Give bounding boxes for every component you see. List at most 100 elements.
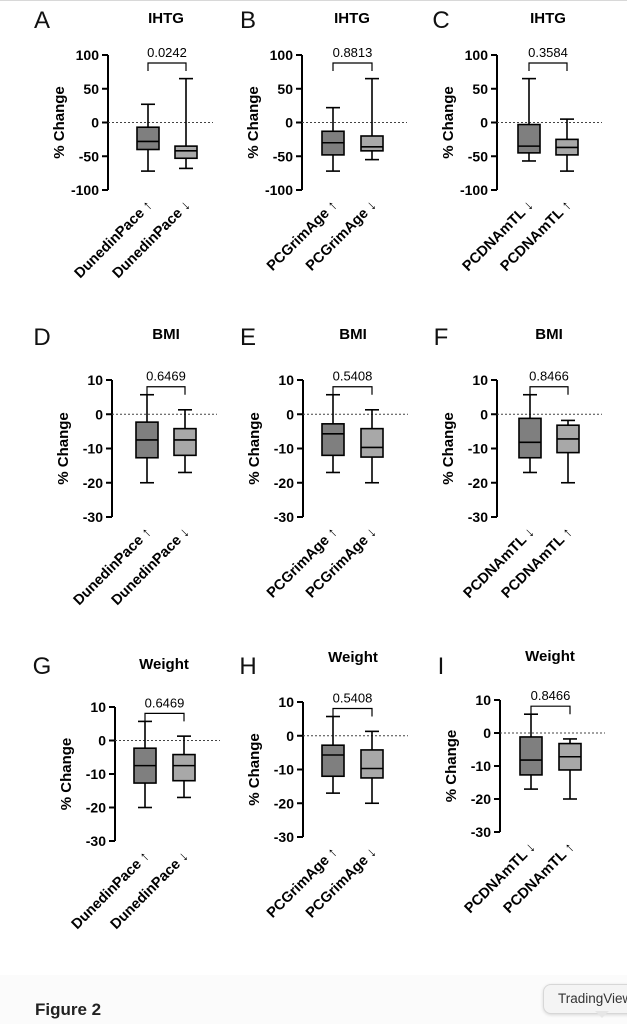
y-tick-label: -100: [265, 182, 293, 198]
x-category-label: PCDNAmTL ↑: [501, 840, 578, 917]
tradingview-badge[interactable]: TradingView: [543, 984, 627, 1014]
significance-bracket: [332, 707, 373, 717]
box-1: [321, 106, 345, 172]
y-tick-label: -30: [274, 509, 294, 525]
y-axis-label: % Change: [51, 86, 68, 159]
tradingview-label: TradingView: [558, 991, 627, 1006]
chart-title: Weight: [525, 648, 575, 665]
chart-panel-i: I Weight 10 0 -10 -20 -30 % Change 0.8466 PCDNAmT…: [438, 648, 605, 917]
x-category-label: PCGrimAge ↓: [303, 525, 380, 602]
y-tick-label: 100: [270, 47, 294, 63]
p-value-label: 0.5408: [333, 691, 373, 706]
panel-letter: C: [432, 7, 449, 34]
chart-panel-h: H Weight 10 0 -10 -20 -30 % Change 0.5408 PCGrimA…: [239, 649, 408, 921]
y-tick-label: -30: [83, 509, 103, 525]
box-2: [360, 408, 384, 484]
y-axis-label: % Change: [55, 412, 72, 485]
panel-letter: E: [240, 324, 256, 351]
chart-title: IHTG: [530, 10, 566, 27]
y-tick-label: -50: [468, 148, 488, 164]
y-tick-label: -20: [471, 791, 491, 807]
p-value-label: 0.6469: [145, 695, 185, 710]
p-value-label: 0.3584: [528, 45, 568, 60]
panel-letter: D: [33, 324, 50, 351]
y-tick-label: 10: [278, 372, 294, 388]
significance-bracket: [144, 712, 185, 722]
y-tick-label: 0: [286, 728, 294, 744]
y-tick-label: 10: [472, 372, 488, 388]
y-tick-label: 0: [98, 733, 106, 749]
iqr-box: [174, 145, 198, 160]
y-tick-label: -20: [274, 795, 294, 811]
box-2: [556, 419, 580, 484]
chart-panel-e: E BMI 10 0 -10 -20 -30 % Change 0.5408 PCGrimAge …: [240, 324, 408, 601]
panel-letter: H: [239, 653, 256, 680]
panel-letter: A: [34, 7, 50, 34]
y-tick-label: 10: [87, 372, 103, 388]
significance-bracket: [530, 705, 571, 715]
iqr-box: [321, 744, 345, 778]
x-category-label: PCGrimAge ↓: [303, 198, 380, 275]
significance-bracket: [332, 386, 373, 395]
y-tick-label: -30: [471, 824, 491, 840]
box-2: [172, 735, 196, 799]
y-tick-label: 100: [76, 47, 100, 63]
box-1: [136, 103, 160, 172]
box-1: [321, 715, 345, 794]
y-tick-label: 100: [465, 47, 489, 63]
y-tick-label: -10: [86, 766, 106, 782]
box-2: [558, 738, 582, 800]
chart-panel-b: B IHTG 100 50 0 -50 -100 % Change 0.8813 PCGrimAg…: [240, 7, 407, 274]
y-tick-label: 0: [95, 406, 103, 422]
box-1: [135, 393, 159, 484]
y-tick-label: -20: [86, 800, 106, 816]
y-tick-label: 0: [483, 725, 491, 741]
p-value-label: 0.8466: [531, 688, 571, 703]
iqr-box: [321, 423, 345, 457]
box-1: [321, 393, 345, 474]
y-tick-label: -10: [468, 441, 488, 457]
iqr-box: [360, 749, 384, 779]
y-tick-label: -50: [273, 148, 293, 164]
chart-title: Weight: [139, 656, 189, 673]
y-tick-label: 0: [285, 115, 293, 131]
y-axis-label: % Change: [58, 738, 75, 811]
y-tick-label: -20: [274, 475, 294, 491]
iqr-box: [517, 123, 541, 154]
y-tick-label: 0: [480, 115, 488, 131]
y-tick-label: -10: [471, 758, 491, 774]
y-tick-label: -50: [79, 148, 99, 164]
significance-bracket: [528, 62, 568, 71]
x-category-label: PCGrimAge ↓: [303, 845, 380, 922]
p-value-label: 0.6469: [146, 369, 186, 384]
chart-title: BMI: [339, 326, 367, 343]
y-axis-label: % Change: [443, 730, 460, 803]
p-value-label: 0.8466: [529, 369, 569, 384]
significance-bracket: [147, 62, 187, 71]
figure-area: [0, 0, 627, 975]
panel-letter: I: [438, 653, 445, 680]
y-tick-label: -100: [460, 182, 488, 198]
y-tick-label: 50: [472, 81, 488, 97]
y-tick-label: 0: [286, 406, 294, 422]
box-2: [173, 408, 197, 474]
y-tick-label: -10: [274, 441, 294, 457]
top-divider: [0, 0, 627, 1]
y-tick-label: 0: [91, 115, 99, 131]
y-tick-label: -30: [274, 829, 294, 845]
box-2: [555, 118, 579, 172]
iqr-box: [173, 427, 197, 457]
chart-title: IHTG: [148, 10, 184, 27]
box-2: [360, 730, 384, 805]
y-tick-label: -10: [83, 441, 103, 457]
y-axis-label: % Change: [440, 412, 457, 485]
box-1: [518, 393, 542, 474]
iqr-box: [518, 417, 542, 459]
iqr-box: [519, 736, 543, 776]
p-value-label: 0.0242: [147, 45, 187, 60]
chart-title: BMI: [152, 326, 180, 343]
